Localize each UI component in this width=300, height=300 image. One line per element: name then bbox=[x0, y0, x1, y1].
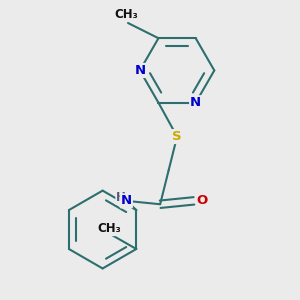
Text: N: N bbox=[190, 96, 201, 109]
Text: O: O bbox=[197, 194, 208, 207]
Text: CH₃: CH₃ bbox=[98, 222, 121, 235]
Text: N: N bbox=[134, 64, 146, 77]
Text: N: N bbox=[121, 194, 132, 207]
Text: CH₃: CH₃ bbox=[114, 8, 138, 21]
Text: H: H bbox=[116, 191, 126, 204]
Text: S: S bbox=[172, 130, 182, 143]
